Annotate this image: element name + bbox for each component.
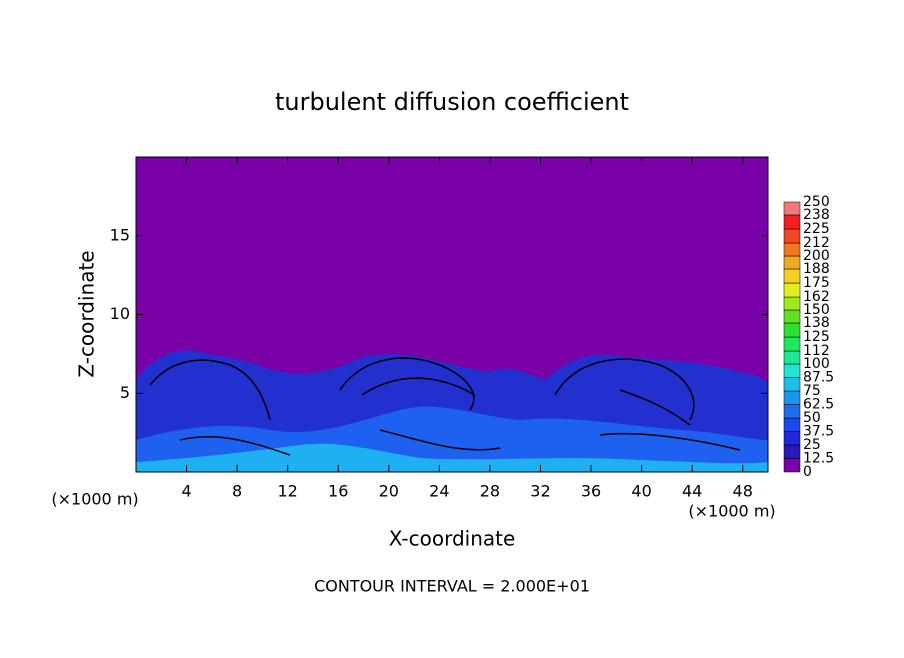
x-tick-label: 32 (530, 482, 550, 501)
x-tick-label: 8 (232, 482, 242, 501)
x-tick-label: 36 (581, 482, 601, 501)
x-tick-label: 44 (682, 482, 702, 501)
colorbar-swatch (783, 228, 801, 244)
colorbar-label: 50 (803, 410, 821, 426)
x-axis-label: X-coordinate (389, 527, 516, 551)
colorbar-swatch (783, 268, 801, 284)
colorbar-label: 112 (803, 343, 830, 359)
y-axis-label: Z-coordinate (75, 250, 99, 377)
colorbar-swatch (783, 458, 801, 473)
x-tick-label: 20 (379, 482, 399, 501)
colorbar-label: 175 (803, 275, 830, 291)
colorbar-label: 0 (803, 464, 812, 480)
colorbar-label: 12.5 (803, 451, 834, 467)
colorbar-swatch (783, 377, 801, 392)
colorbar-swatch (783, 255, 801, 270)
x-tick-label: 12 (278, 482, 298, 501)
colorbar-label: 238 (803, 207, 830, 223)
x-unit-label: (×1000 m) (688, 502, 775, 521)
y-tick-label: 5 (120, 383, 130, 402)
colorbar-swatch (783, 296, 801, 311)
colorbar-label: 200 (803, 248, 830, 264)
colorbar-swatch (783, 390, 801, 405)
colorbar-label: 75 (803, 383, 821, 399)
colorbar-swatch (783, 322, 801, 338)
colorbar-swatch (783, 309, 801, 324)
colorbar-label: 225 (803, 221, 830, 237)
colorbar-swatch (783, 214, 801, 230)
colorbar-label: 125 (803, 329, 830, 345)
colorbar-swatch (783, 404, 801, 419)
colorbar-swatch (783, 363, 801, 378)
colorbar-label: 188 (803, 261, 830, 277)
colorbar-label: 138 (803, 315, 830, 331)
colorbar-swatch (783, 336, 801, 352)
y-tick-label: 10 (110, 304, 130, 323)
colorbar-swatch (783, 201, 801, 216)
colorbar-swatch (783, 242, 801, 257)
colorbar-label: 87.5 (803, 370, 834, 386)
footer-note: CONTOUR INTERVAL = 2.000E+01 (314, 577, 590, 596)
x-tick-label: 24 (429, 482, 449, 501)
colorbar-swatch (783, 444, 801, 459)
colorbar-label: 100 (803, 356, 830, 372)
x-tick-label: 16 (328, 482, 348, 501)
colorbar-label: 212 (803, 235, 830, 251)
colorbar-label: 25 (803, 437, 821, 453)
x-tick-label: 40 (631, 482, 651, 501)
field-fill (136, 443, 768, 472)
x-tick-label: 28 (480, 482, 500, 501)
colorbar-label: 62.5 (803, 397, 834, 413)
colorbar-swatch (783, 282, 801, 298)
contour-line (149, 357, 741, 456)
colorbar-swatch (783, 350, 801, 365)
chart-title: turbulent diffusion coefficient (275, 88, 629, 116)
field (135, 156, 769, 473)
colorbar-label: 250 (803, 194, 830, 210)
y-tick-label: 15 (110, 225, 130, 244)
colorbar-label: 162 (803, 289, 830, 305)
x-tick-label: 4 (181, 482, 191, 501)
y-unit-label: (×1000 m) (51, 490, 138, 509)
colorbar-swatch (783, 417, 801, 432)
colorbar-label: 150 (803, 302, 830, 318)
colorbar-swatch (783, 431, 801, 446)
x-tick-label: 48 (733, 482, 753, 501)
colorbar-label: 37.5 (803, 424, 834, 440)
